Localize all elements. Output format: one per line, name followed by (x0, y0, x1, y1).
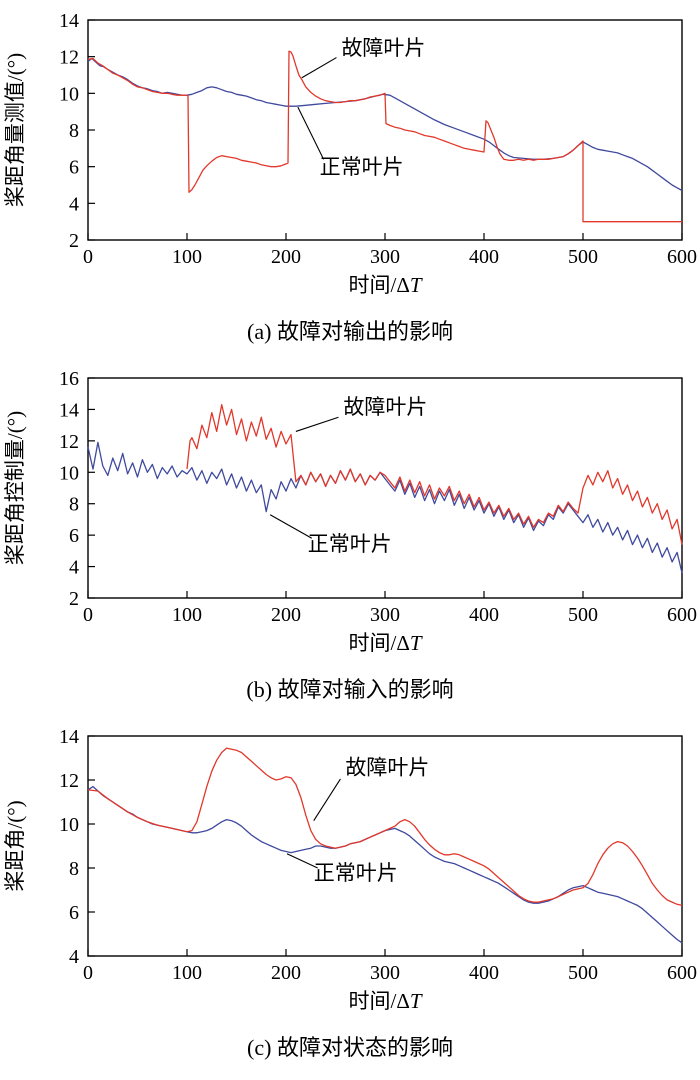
x-tick-label: 400 (469, 962, 499, 984)
y-tick-label: 12 (59, 770, 79, 792)
annotation-normal-blade: 正常叶片 (320, 155, 404, 179)
y-tick-label: 6 (69, 157, 79, 179)
x-axis-label: 时间/ΔT (348, 989, 422, 1013)
chart-b-caption: (b) 故障对输入的影响 (246, 677, 454, 702)
y-tick-label: 6 (69, 902, 79, 924)
faulty-blade-line (87, 747, 683, 907)
faulty-blade-line (186, 404, 683, 545)
x-tick-label: 200 (271, 604, 301, 626)
normal-blade-line (87, 441, 683, 574)
y-tick-label: 8 (69, 858, 79, 880)
annotation-faulty-blade: 故障叶片 (341, 36, 425, 60)
y-tick-label: 10 (59, 83, 79, 105)
x-tick-label: 400 (469, 246, 499, 268)
x-tick-label: 500 (568, 604, 598, 626)
chart-c-caption: (c) 故障对状态的影响 (247, 1035, 453, 1060)
x-tick-label: 300 (370, 246, 400, 268)
x-tick-label: 600 (667, 246, 697, 268)
x-tick-label: 500 (568, 962, 598, 984)
x-tick-label: 0 (83, 962, 93, 984)
panel-a: 0 100 200 300 400 500 600 2 4 6 8 10 12 14 故障叶片正常叶片 桨距角… (0, 6, 700, 364)
annotation-leader-line (269, 514, 313, 539)
y-tick-label: 12 (59, 47, 79, 69)
y-tick-label: 14 (59, 399, 79, 421)
x-tick-label: 300 (370, 604, 400, 626)
y-tick-label: 4 (69, 946, 79, 968)
y-tick-label: 8 (69, 120, 79, 142)
panel-b: 0 100 200 300 400 500 600 2 4 6 8 10 12 14 16 故障叶片正常叶片 桨… (0, 364, 700, 722)
y-tick-label: 8 (69, 494, 79, 516)
annotation-normal-blade: 正常叶片 (308, 532, 392, 556)
x-tick-label: 300 (370, 962, 400, 984)
annotation-leader-line (301, 57, 337, 79)
x-tick-label: 0 (83, 604, 93, 626)
x-tick-label: 0 (83, 246, 93, 268)
x-tick-label: 100 (172, 962, 202, 984)
y-tick-label: 4 (69, 193, 79, 215)
annotation-faulty-blade: 故障叶片 (343, 395, 427, 419)
panel-c: 0 100 200 300 400 500 600 4 6 8 10 12 14 故障叶片正常叶片 桨距角/… (0, 722, 700, 1080)
x-tick-label: 100 (172, 246, 202, 268)
annotation-leader-line (297, 106, 325, 160)
annotation-normal-blade: 正常叶片 (314, 861, 398, 885)
x-axis-label: 时间/ΔT (348, 273, 422, 297)
y-tick-label: 6 (69, 525, 79, 547)
x-axis-label: 时间/ΔT (348, 631, 422, 655)
x-tick-label: 200 (271, 246, 301, 268)
x-tick-label: 500 (568, 246, 598, 268)
y-tick-label: 2 (69, 588, 79, 610)
x-tick-label: 200 (271, 962, 301, 984)
faulty-blade-line (87, 50, 682, 223)
y-axis-label: 桨距角/(°) (3, 800, 27, 891)
x-tick-label: 600 (667, 962, 697, 984)
y-tick-label: 12 (59, 431, 79, 453)
x-tick-label: 400 (469, 604, 499, 626)
chart-a-caption: (a) 故障对输出的影响 (247, 319, 453, 344)
y-tick-label: 2 (69, 230, 79, 252)
y-tick-label: 10 (59, 814, 79, 836)
y-tick-label: 10 (59, 462, 79, 484)
annotation-leader-line (295, 416, 339, 432)
y-axis-label: 桨距角量测值/(°) (3, 53, 27, 207)
y-axis-label: 桨距角控制量/(°) (3, 411, 27, 565)
y-tick-label: 4 (69, 557, 79, 579)
y-tick-label: 14 (59, 10, 79, 32)
annotation-leader-line (286, 853, 318, 869)
y-tick-label: 14 (59, 726, 79, 748)
x-tick-label: 100 (172, 604, 202, 626)
y-tick-label: 16 (59, 368, 79, 390)
annotation-leader-line (313, 778, 341, 821)
x-tick-label: 600 (667, 604, 697, 626)
annotation-faulty-blade: 故障叶片 (345, 756, 429, 780)
